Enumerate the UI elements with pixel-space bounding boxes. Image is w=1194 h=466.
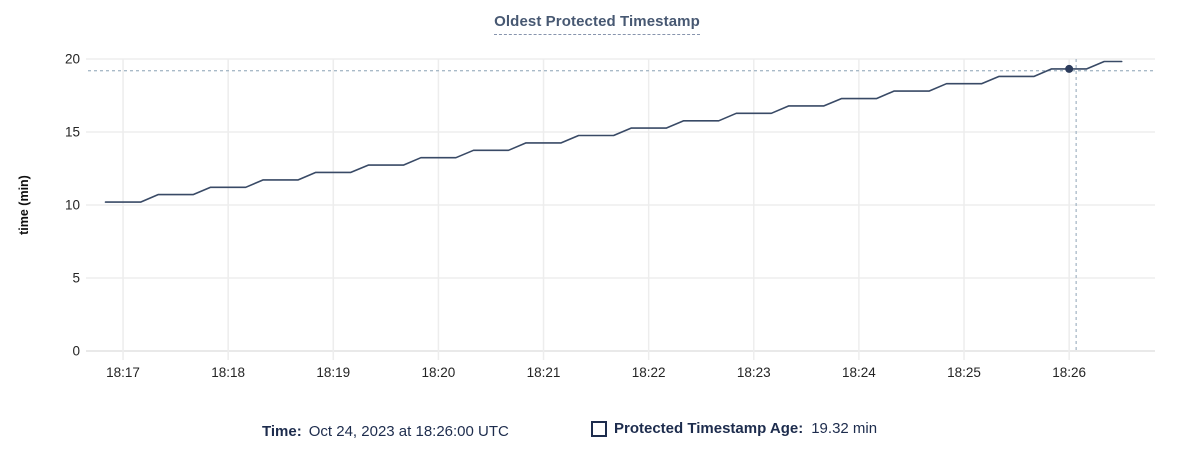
y-tick-label: 5 [72,271,80,286]
hovered-point-marker [1065,64,1074,73]
series-label: Protected Timestamp Age: [614,420,804,437]
time-label: Time: [262,423,302,440]
x-tick-label: 18:17 [106,365,140,380]
y-tick-label: 0 [72,344,80,359]
chart-title-row: Oldest Protected Timestamp [0,13,1194,35]
series-line [104,60,1123,203]
legend-checkbox-icon[interactable] [591,420,607,437]
x-tick-label: 18:22 [632,365,666,380]
series-value: 19.32 min [811,420,878,437]
y-tick-label: 20 [65,52,80,67]
x-tick-label: 18:18 [211,365,245,380]
chart-title[interactable]: Oldest Protected Timestamp [494,13,700,35]
x-tick-label: 18:21 [527,365,561,380]
x-tick-label: 18:24 [842,365,876,380]
y-tick-label: 10 [65,198,80,213]
x-tick-label: 18:19 [316,365,350,380]
x-tick-label: 18:23 [737,365,771,380]
hover-time-readout: Time: Oct 24, 2023 at 18:26:00 UTC [262,423,509,440]
x-tick-label: 18:20 [422,365,456,380]
line-chart-plot-area[interactable]: 0 5 10 15 20 18:17 18:18 18:19 18:20 18:21 18:22 18… [0,0,1194,400]
x-tick-label: 18:26 [1052,365,1086,380]
time-value: Oct 24, 2023 at 18:26:00 UTC [308,423,509,440]
x-tick-label: 18:25 [947,365,981,380]
legend-item-protected-timestamp-age[interactable]: Protected Timestamp Age: 19.32 min [591,420,877,437]
y-tick-label: 15 [65,125,80,140]
